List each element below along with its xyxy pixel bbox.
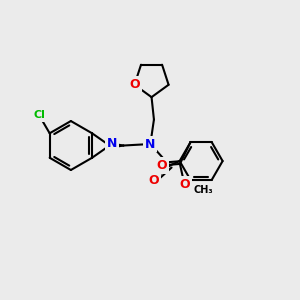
Text: S: S <box>107 140 117 154</box>
Text: Cl: Cl <box>33 110 45 120</box>
Text: O: O <box>148 174 159 187</box>
Text: CH₃: CH₃ <box>193 184 213 195</box>
Text: O: O <box>129 78 140 91</box>
Text: N: N <box>107 137 117 150</box>
Text: N: N <box>145 137 155 151</box>
Text: O: O <box>179 178 190 191</box>
Text: O: O <box>156 159 167 172</box>
